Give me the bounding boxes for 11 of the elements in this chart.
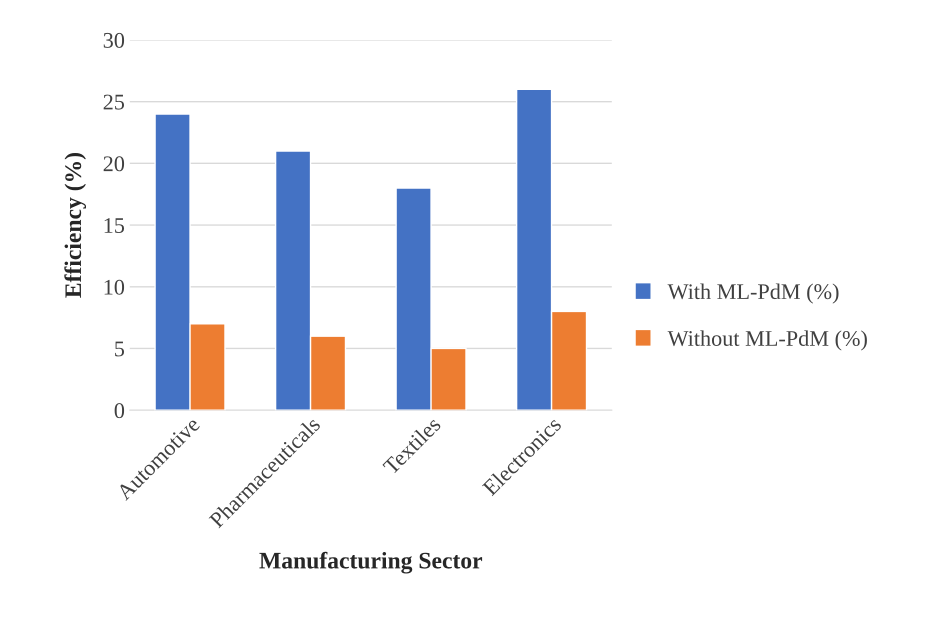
legend-label: Without ML-PdM (%): [668, 330, 867, 350]
x-axis-title: Manufacturing Sector: [259, 552, 482, 574]
y-axis-title: Efficiency (%): [64, 153, 86, 298]
y-tick-label: 10: [104, 280, 124, 295]
y-tick-label: 5: [115, 342, 124, 356]
y-tick-label: 15: [104, 218, 124, 233]
y-tick-label: 25: [104, 94, 124, 110]
y-tick-label: 20: [104, 156, 124, 172]
y-tick-label: 0: [114, 403, 124, 418]
legend-label: With ML-PdM (%): [668, 284, 839, 304]
y-tick-label: 30: [104, 32, 124, 48]
